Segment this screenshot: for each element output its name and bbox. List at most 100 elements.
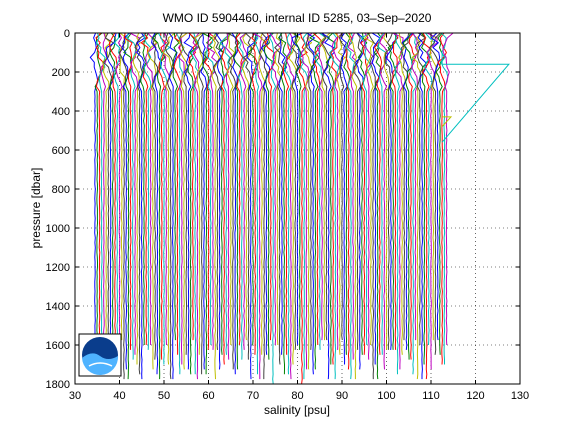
profile-line	[367, 33, 380, 380]
profile-line	[408, 33, 417, 360]
profile-line	[417, 33, 427, 380]
profile-line	[263, 33, 274, 360]
profile-line	[409, 33, 419, 375]
profile-line	[246, 33, 257, 380]
profile-line	[340, 33, 348, 365]
profile-line	[274, 33, 284, 346]
x-tick-label: 50	[158, 390, 170, 402]
x-tick-label: 70	[247, 390, 259, 402]
profile-line	[420, 33, 431, 365]
profile-line	[392, 33, 405, 370]
profile-line	[338, 33, 347, 341]
profile-line	[247, 33, 259, 346]
profile-line	[294, 33, 302, 350]
outlier-lines	[441, 52, 510, 143]
chart-title: WMO ID 5904460, internal ID 5285, 03–Sep…	[163, 11, 432, 25]
profile-line	[269, 33, 277, 384]
profile-line	[235, 33, 244, 346]
profile-line	[320, 33, 332, 341]
profile-line	[206, 33, 219, 350]
profile-line	[435, 33, 446, 355]
x-tick-label: 110	[422, 390, 440, 402]
profile-line	[219, 33, 232, 355]
profile-line	[269, 33, 282, 346]
profile-line	[354, 33, 365, 370]
profile-line	[102, 33, 112, 375]
outlier-line	[441, 52, 510, 143]
profile-line	[146, 33, 159, 370]
profile-line	[219, 33, 231, 365]
profile-line	[164, 33, 174, 380]
profile-line	[426, 33, 438, 370]
profile-line	[168, 33, 178, 380]
profile-line	[379, 33, 388, 370]
profile-line	[264, 33, 276, 341]
profile-lines	[89, 33, 454, 384]
outlier-line	[441, 116, 453, 127]
profile-line	[387, 33, 397, 350]
profile-line	[305, 33, 317, 350]
profile-line	[231, 33, 238, 375]
profile-line	[391, 33, 399, 350]
profile-line	[282, 33, 292, 355]
profile-line	[440, 33, 449, 365]
profile-line	[430, 33, 441, 341]
x-axis-label: salinity [psu]	[264, 403, 330, 417]
profile-line	[190, 33, 200, 375]
profile-line	[206, 33, 217, 345]
profile-line	[158, 33, 168, 360]
profile-line	[201, 33, 213, 375]
profile-line	[94, 33, 103, 350]
profile-line	[258, 33, 268, 380]
profile-line	[100, 33, 108, 346]
profile-line	[152, 33, 159, 360]
profile-line	[115, 33, 123, 370]
profile-line	[212, 33, 224, 350]
x-tick-label: 100	[377, 390, 395, 402]
profile-line	[177, 33, 188, 365]
profile-line	[121, 33, 131, 370]
profile-line	[325, 33, 336, 365]
profile-line	[373, 33, 384, 355]
profile-line	[411, 33, 422, 380]
profile-line	[291, 33, 303, 346]
x-axis-ticks: 30 40 50 60 70 80 90 100 110 120 130	[69, 33, 529, 402]
profile-line	[306, 33, 316, 375]
profile-line	[232, 33, 242, 370]
profile-line	[318, 33, 331, 341]
profile-line	[274, 33, 284, 365]
profile-line	[402, 33, 413, 360]
x-tick-label: 130	[511, 390, 529, 402]
profile-line	[151, 33, 163, 375]
profile-line	[123, 33, 133, 350]
profile-line	[345, 33, 353, 370]
profile-line	[252, 33, 263, 380]
x-tick-label: 30	[69, 390, 81, 402]
y-tick-label: 0	[64, 28, 70, 40]
y-axis-label: pressure [dbar]	[29, 168, 43, 249]
x-tick-label: 40	[113, 390, 125, 402]
profile-line	[347, 33, 359, 360]
profile-line	[192, 33, 201, 380]
profile-line	[196, 33, 208, 375]
profile-line	[162, 33, 176, 365]
profile-line	[251, 33, 258, 355]
profile-line	[109, 33, 118, 360]
y-tick-label: 800	[52, 184, 70, 196]
profile-line	[237, 33, 247, 360]
profile-line	[140, 33, 149, 345]
profile-line	[331, 33, 344, 350]
noaa-logo-icon	[78, 333, 122, 377]
profile-line	[95, 33, 106, 360]
profile-line	[363, 33, 375, 360]
profile-line	[140, 33, 151, 346]
y-tick-label: 1600	[46, 340, 70, 352]
profile-line	[373, 33, 383, 380]
y-tick-label: 1200	[46, 262, 70, 274]
profile-line	[254, 33, 262, 375]
x-tick-label: 120	[466, 390, 484, 402]
x-tick-label: 60	[202, 390, 214, 402]
profile-line	[287, 33, 301, 365]
profile-line	[152, 33, 166, 380]
